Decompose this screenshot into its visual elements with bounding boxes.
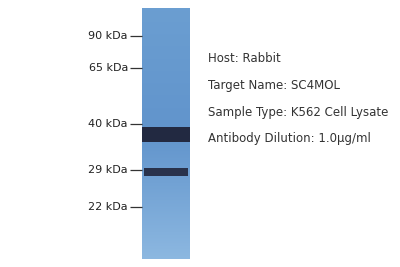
Text: 90 kDa: 90 kDa [88,31,128,41]
Text: Antibody Dilution: 1.0μg/ml: Antibody Dilution: 1.0μg/ml [208,132,371,145]
Text: 65 kDa: 65 kDa [89,63,128,73]
Bar [142,128,190,142]
Text: Sample Type: K562 Cell Lysate: Sample Type: K562 Cell Lysate [208,106,388,119]
Text: Host: Rabbit: Host: Rabbit [208,52,281,65]
Text: 29 kDa: 29 kDa [88,164,128,175]
Text: Target Name: SC4MOL: Target Name: SC4MOL [208,79,340,92]
Text: 22 kDa: 22 kDa [88,202,128,212]
Text: 40 kDa: 40 kDa [88,119,128,129]
Bar [144,168,188,176]
